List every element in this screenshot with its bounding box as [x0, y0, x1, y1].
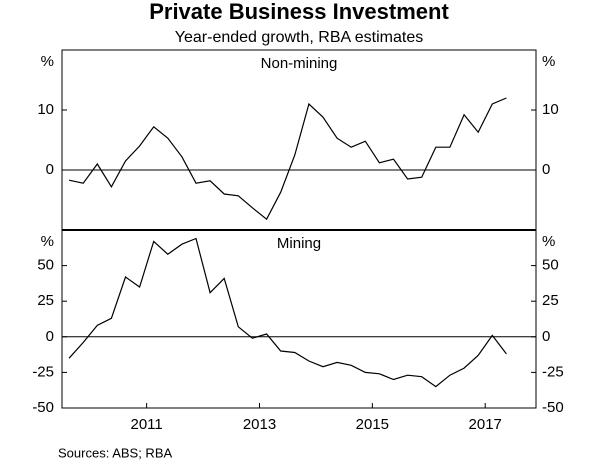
- y-tick-label: -50: [542, 399, 564, 416]
- y-tick-label: -25: [542, 363, 564, 380]
- data-line: [68, 97, 507, 221]
- y-tick-label: 0: [46, 328, 54, 345]
- y-tick-label: 50: [542, 257, 559, 274]
- x-tick-label: 2011: [131, 416, 163, 433]
- y-tick-label: 0: [542, 161, 550, 178]
- y-tick-label: 50: [37, 257, 54, 274]
- plot-frame: [61, 229, 537, 409]
- y-tick-label: 10: [542, 101, 559, 118]
- y-unit: %: [41, 233, 54, 250]
- y-tick-label: -50: [32, 399, 54, 416]
- source: Sources: ABS; RBA: [58, 445, 172, 460]
- x-tick-label: 2015: [356, 416, 389, 433]
- y-tick-label: -25: [32, 363, 54, 380]
- y-unit: %: [542, 53, 555, 70]
- y-tick-label: 25: [542, 292, 559, 309]
- y-tick-label: 25: [37, 292, 54, 309]
- y-tick-label: 10: [37, 101, 54, 118]
- x-tick-label: 2013: [243, 416, 276, 433]
- x-tick-label: 2017: [469, 416, 502, 433]
- data-line: [68, 237, 507, 388]
- chart-subtitle: Year-ended growth, RBA estimates: [175, 29, 423, 46]
- panel-title: Non-mining: [261, 55, 338, 72]
- y-unit: %: [41, 53, 54, 70]
- chart-title: Private Business Investment: [149, 0, 449, 24]
- y-tick-label: 0: [542, 328, 550, 345]
- y-unit: %: [542, 233, 555, 250]
- panel-title: Mining: [277, 235, 321, 252]
- y-tick-label: 0: [46, 161, 54, 178]
